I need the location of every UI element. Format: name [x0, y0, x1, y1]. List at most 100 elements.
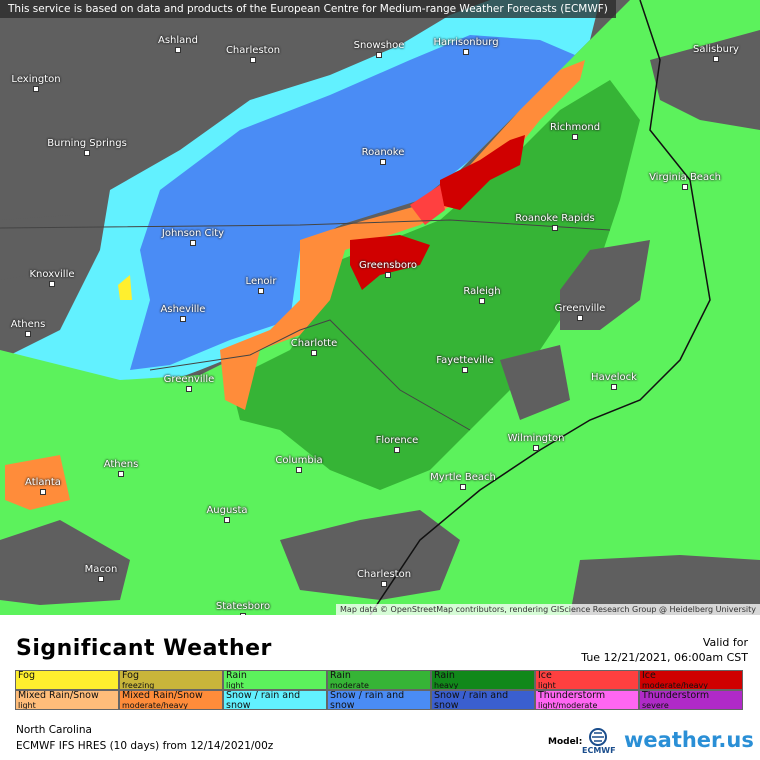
- ice-area-north: [440, 135, 525, 210]
- city-label: Florence: [357, 435, 437, 453]
- city-label: Raleigh: [442, 286, 522, 304]
- city-dot: [460, 484, 466, 490]
- city-name: Statesboro: [215, 601, 271, 612]
- model-label: Model:: [548, 737, 583, 747]
- city-name: Richmond: [549, 122, 601, 133]
- city-label: Knoxville: [12, 269, 92, 287]
- dry-area: [0, 520, 130, 605]
- legend-item-name: Fog: [122, 670, 139, 681]
- city-dot: [240, 613, 246, 615]
- city-dot: [381, 581, 387, 587]
- city-label: Havelock: [574, 372, 654, 390]
- dry-area: [650, 30, 760, 130]
- legend-item-name: Mixed Rain/Snow: [122, 690, 203, 701]
- legend-item-name: Ice: [538, 670, 552, 681]
- legend-item: Thunderstorm severe: [639, 690, 743, 710]
- brand-logo[interactable]: weather.us: [624, 728, 754, 752]
- legend-item-detail: freezing: [122, 681, 155, 690]
- city-name: Myrtle Beach: [430, 472, 496, 483]
- city-label: Salisbury: [676, 44, 756, 62]
- legend-item-name: Thunderstorm: [642, 690, 710, 701]
- city-name: Ashland: [158, 35, 198, 46]
- legend-item: Fog: [15, 670, 119, 690]
- city-label: Charlotte: [274, 338, 354, 356]
- city-dot: [462, 367, 468, 373]
- legend-item-detail: severe: [642, 701, 669, 710]
- city-name: Greenville: [163, 374, 215, 385]
- city-name: Charleston: [225, 45, 281, 56]
- mixed-area: [220, 60, 585, 410]
- city-name: Raleigh: [463, 286, 501, 297]
- ice-area: [350, 235, 430, 290]
- city-dot: [376, 52, 382, 58]
- city-name: Lexington: [11, 74, 61, 85]
- legend-item-name: Rain: [226, 670, 247, 681]
- legend-item-name: Thunderstorm: [538, 690, 606, 701]
- legend-item-detail: light: [538, 681, 556, 690]
- city-dot: [224, 517, 230, 523]
- attribution-banner: This service is based on data and produc…: [0, 0, 616, 18]
- legend-item-detail: heavy: [434, 681, 459, 690]
- rain-moderate-area: [230, 80, 640, 490]
- city-label: Richmond: [535, 122, 615, 140]
- city-name: Burning Springs: [47, 138, 127, 149]
- legend-item: Fog freezing: [119, 670, 223, 690]
- city-name: Charlotte: [290, 338, 338, 349]
- legend-item-name: Snow / rain and snow: [434, 690, 509, 710]
- city-dot: [380, 159, 386, 165]
- city-dot: [190, 240, 196, 246]
- legend-item: Ice light: [535, 670, 639, 690]
- legend-item-name: Rain: [434, 670, 455, 681]
- city-name: Salisbury: [693, 44, 739, 55]
- city-dot: [175, 47, 181, 53]
- city-label: Athens: [81, 459, 161, 477]
- city-dot: [186, 386, 192, 392]
- city-dot: [577, 315, 583, 321]
- valid-time: Tue 12/21/2021, 06:00am CST: [581, 651, 748, 664]
- legend-item-detail: moderate/heavy: [122, 701, 188, 710]
- city-name: Greenville: [554, 303, 606, 314]
- city-label: Greenville: [149, 374, 229, 392]
- legend-item-name: Mixed Rain/Snow: [18, 690, 99, 701]
- city-name: Snowshoe: [353, 40, 405, 51]
- city-name: Atlanta: [25, 477, 61, 488]
- map-layers: [0, 0, 760, 615]
- mixed-atlanta-area: [5, 455, 70, 510]
- legend-item-detail: light: [18, 701, 36, 710]
- legend-item: Rain heavy: [431, 670, 535, 690]
- valid-label: Valid for: [702, 636, 748, 649]
- legend-item: Rain moderate: [327, 670, 431, 690]
- city-label: Burning Springs: [47, 138, 127, 156]
- city-label: Asheville: [143, 304, 223, 322]
- city-label: Greenville: [540, 303, 620, 321]
- city-name: Columbia: [275, 455, 323, 466]
- city-label: Snowshoe: [339, 40, 419, 58]
- legend-item-name: Snow / rain and snow: [330, 690, 405, 710]
- city-dot: [180, 316, 186, 322]
- city-name: Lenoir: [245, 276, 277, 287]
- region: North Carolina: [16, 724, 92, 736]
- map: This service is based on data and produc…: [0, 0, 760, 615]
- city-label: Charleston: [344, 569, 424, 587]
- legend-item: Snow / rain and snowlight: [223, 690, 327, 710]
- dry-area: [560, 240, 650, 330]
- city-dot: [682, 184, 688, 190]
- city-dot: [311, 350, 317, 356]
- city-dot: [25, 331, 31, 337]
- city-dot: [258, 288, 264, 294]
- city-label: Greensboro: [348, 260, 428, 278]
- fog-area: [118, 275, 132, 300]
- legend-item: Snow / rain and snowmoderate: [327, 690, 431, 710]
- city-label: Lexington: [0, 74, 76, 92]
- dry-area: [570, 555, 760, 615]
- city-name: Harrisonburg: [433, 37, 499, 48]
- city-name: Macon: [84, 564, 118, 575]
- city-dot: [250, 57, 256, 63]
- legend-item: Snow / rain and snowheavy: [431, 690, 535, 710]
- dry-area: [280, 510, 460, 600]
- city-dot: [394, 447, 400, 453]
- city-label: Statesboro: [203, 601, 283, 615]
- city-name: Virginia Beach: [649, 172, 721, 183]
- city-name: Augusta: [206, 505, 248, 516]
- city-dot: [33, 86, 39, 92]
